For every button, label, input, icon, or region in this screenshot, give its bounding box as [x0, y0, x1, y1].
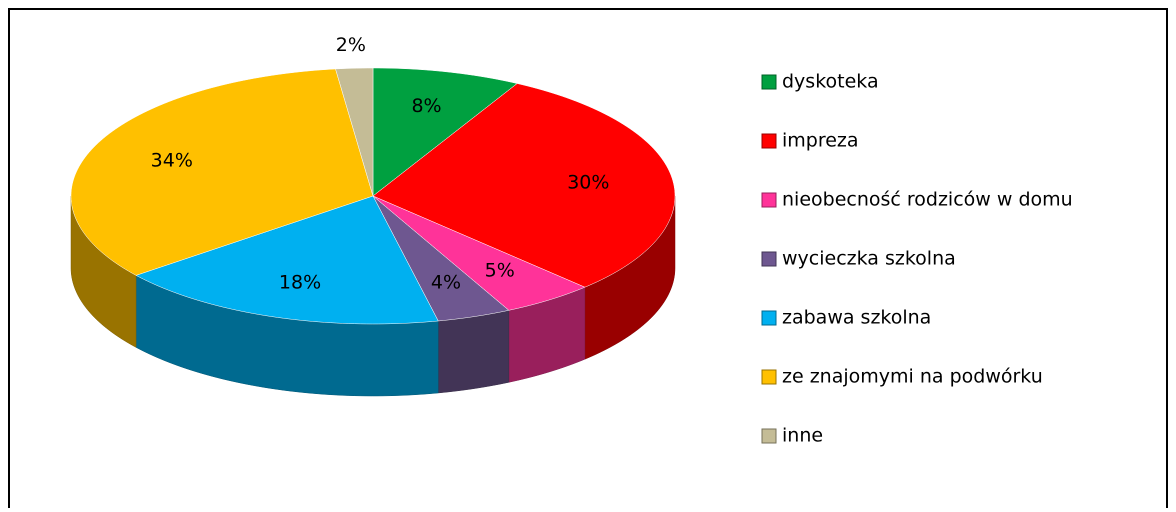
legend-swatch: [761, 428, 777, 444]
legend-swatch: [761, 133, 777, 149]
pie-slice: [372, 195, 510, 322]
legend-label: nieobecność rodziców w domu: [782, 189, 1073, 211]
pie-slice: [70, 68, 374, 276]
data-label: 34%: [151, 150, 193, 172]
pie-slice: [372, 195, 586, 311]
legend-label: wycieczka szkolna: [782, 248, 956, 270]
legend-label: dyskoteka: [782, 71, 879, 93]
pie-slice: [372, 67, 518, 197]
legend-swatch: [761, 251, 777, 267]
legend-swatch: [761, 192, 777, 208]
legend-swatch: [761, 310, 777, 326]
data-label: 5%: [485, 259, 515, 281]
pie-slice-side: [437, 310, 510, 394]
legend-label: ze znajomymi na podwórku: [782, 366, 1043, 388]
pie-slice: [135, 195, 439, 325]
legend-label: impreza: [782, 130, 859, 152]
legend-swatch: [761, 74, 777, 90]
pie-slice: [335, 67, 374, 197]
data-label: 2%: [336, 34, 366, 56]
pie-slice: [372, 83, 676, 288]
data-label: 18%: [279, 271, 321, 293]
data-label: 8%: [411, 95, 441, 117]
data-label: 30%: [567, 172, 609, 194]
legend-swatch: [761, 369, 777, 385]
legend-label: inne: [782, 425, 823, 447]
data-label: 4%: [431, 271, 461, 293]
legend-label: zabawa szkolna: [782, 307, 931, 329]
